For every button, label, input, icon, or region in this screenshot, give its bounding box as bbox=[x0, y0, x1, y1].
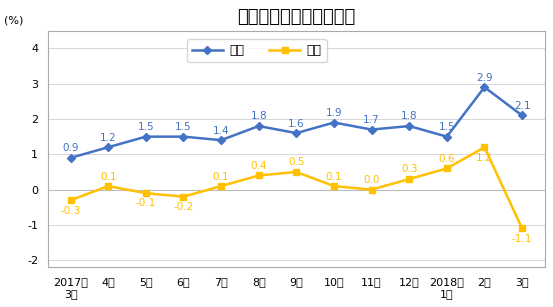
Text: 1.5: 1.5 bbox=[175, 122, 192, 132]
环比 bbox=[105, 184, 112, 188]
Text: 1.2: 1.2 bbox=[100, 133, 117, 143]
Text: 0.0: 0.0 bbox=[363, 175, 380, 185]
Text: -1.1: -1.1 bbox=[512, 234, 533, 244]
Text: 1.9: 1.9 bbox=[326, 108, 342, 118]
环比 bbox=[255, 174, 262, 177]
Text: 0.1: 0.1 bbox=[326, 172, 342, 181]
环比 bbox=[444, 167, 450, 170]
Line: 同比: 同比 bbox=[67, 84, 525, 161]
环比 bbox=[406, 177, 413, 181]
环比 bbox=[331, 184, 337, 188]
Line: 环比: 环比 bbox=[67, 144, 525, 231]
同比 bbox=[444, 135, 450, 138]
Text: 1.4: 1.4 bbox=[213, 126, 229, 136]
环比 bbox=[519, 227, 525, 230]
环比 bbox=[143, 191, 149, 195]
环比 bbox=[293, 170, 300, 174]
Text: 1.2: 1.2 bbox=[476, 153, 493, 162]
同比 bbox=[105, 146, 112, 149]
Text: -0.2: -0.2 bbox=[173, 202, 194, 212]
同比 bbox=[180, 135, 187, 138]
Y-axis label: (%): (%) bbox=[3, 16, 23, 26]
环比 bbox=[368, 188, 375, 192]
Text: 0.5: 0.5 bbox=[288, 157, 305, 167]
同比 bbox=[67, 156, 74, 160]
Text: 0.6: 0.6 bbox=[439, 154, 455, 164]
Title: 全国居民消费价格涨跌幅: 全国居民消费价格涨跌幅 bbox=[237, 8, 356, 26]
同比 bbox=[331, 121, 337, 124]
环比 bbox=[180, 195, 187, 199]
Text: 0.4: 0.4 bbox=[251, 161, 267, 171]
同比 bbox=[293, 131, 300, 135]
Text: 0.3: 0.3 bbox=[401, 165, 418, 174]
Text: 1.7: 1.7 bbox=[363, 115, 380, 125]
同比 bbox=[481, 85, 488, 89]
Text: 1.6: 1.6 bbox=[288, 119, 305, 129]
Text: 1.5: 1.5 bbox=[439, 122, 455, 132]
Text: 2.9: 2.9 bbox=[476, 72, 493, 83]
Text: -0.3: -0.3 bbox=[60, 205, 81, 216]
Text: -0.1: -0.1 bbox=[135, 198, 156, 208]
Text: 0.1: 0.1 bbox=[213, 172, 229, 181]
Legend: 同比, 环比: 同比, 环比 bbox=[186, 39, 327, 62]
同比 bbox=[519, 114, 525, 117]
同比 bbox=[255, 124, 262, 128]
Text: 1.8: 1.8 bbox=[251, 111, 267, 122]
同比 bbox=[218, 138, 225, 142]
同比 bbox=[406, 124, 413, 128]
Text: 2.1: 2.1 bbox=[514, 101, 530, 111]
环比 bbox=[218, 184, 225, 188]
Text: 0.1: 0.1 bbox=[100, 172, 117, 181]
Text: 1.8: 1.8 bbox=[401, 111, 418, 122]
Text: 1.5: 1.5 bbox=[138, 122, 154, 132]
环比 bbox=[481, 146, 488, 149]
Text: 0.9: 0.9 bbox=[62, 143, 79, 153]
同比 bbox=[143, 135, 149, 138]
环比 bbox=[67, 198, 74, 202]
同比 bbox=[368, 128, 375, 131]
